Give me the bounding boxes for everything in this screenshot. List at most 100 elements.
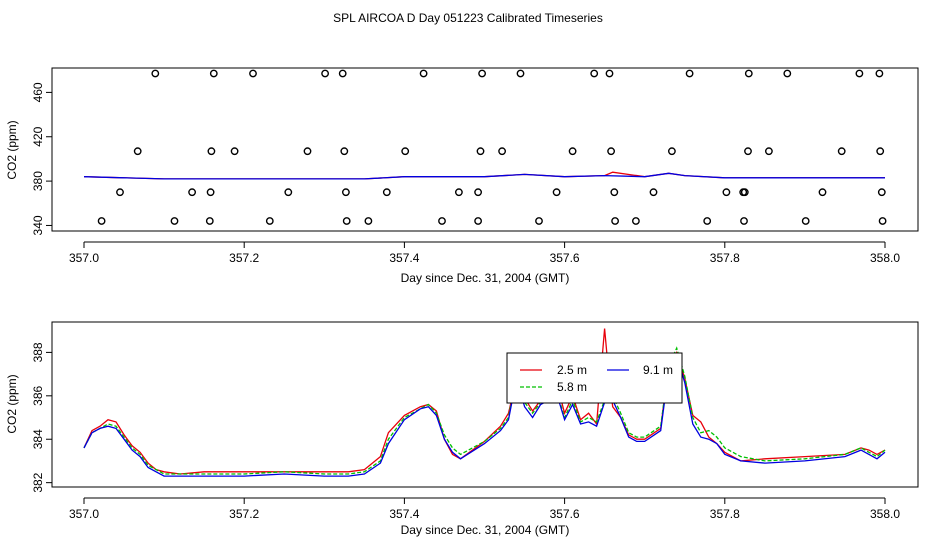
calibration-point xyxy=(877,188,886,197)
calibration-point xyxy=(321,69,329,78)
top-series-lines xyxy=(83,171,885,180)
calibration-point xyxy=(474,217,482,225)
figure-title: SPL AIRCOA D Day 051223 Calibrated Times… xyxy=(333,11,603,25)
calibration-point xyxy=(230,147,239,156)
x-tick-label: 357.0 xyxy=(69,507,99,521)
y-tick-label: 380 xyxy=(31,171,45,191)
calibration-point xyxy=(151,69,160,78)
x-tick-label: 357.8 xyxy=(710,507,740,521)
bottom-x-axis: 357.0 357.2 357.4 357.6 357.8 358.0 xyxy=(69,497,900,521)
calibration-point xyxy=(801,217,810,225)
top-y-axis: 340 380 420 460 xyxy=(31,82,53,235)
bottom-series-lines xyxy=(83,328,886,477)
calibration-point xyxy=(249,69,257,78)
x-tick-label: 357.0 xyxy=(69,251,99,265)
y-tick-label: 340 xyxy=(31,215,45,235)
x-tick-label: 357.8 xyxy=(710,251,740,265)
calibration-point xyxy=(590,69,599,78)
y-tick-label: 386 xyxy=(31,385,45,405)
y-tick-label: 460 xyxy=(31,82,45,102)
calibration-point xyxy=(685,69,694,78)
calibration-point xyxy=(342,217,351,225)
calibration-point xyxy=(516,69,525,78)
x-tick-label: 357.4 xyxy=(389,507,419,521)
x-tick-label: 357.4 xyxy=(389,251,419,265)
calibration-point xyxy=(265,217,274,225)
calibration-point xyxy=(364,217,373,225)
x-tick-label: 357.6 xyxy=(550,251,580,265)
calibration-point xyxy=(419,69,428,78)
top-calibration-points xyxy=(97,69,887,225)
legend-label-5-8m: 5.8 m xyxy=(557,380,587,394)
top-x-axis-label: Day since Dec. 31, 2004 (GMT) xyxy=(401,271,570,285)
calibration-point xyxy=(837,147,846,156)
calibration-point xyxy=(740,188,749,197)
x-tick-label: 358.0 xyxy=(870,251,900,265)
calibration-point xyxy=(382,188,391,197)
calibration-point xyxy=(740,217,748,225)
calibration-point xyxy=(476,147,485,156)
legend: 2.5 m 9.1 m 5.8 m xyxy=(506,352,683,404)
bottom-y-axis-label: CO2 (ppm) xyxy=(5,374,19,433)
series-line-1 xyxy=(83,172,885,180)
calibration-point xyxy=(438,217,446,225)
top-y-axis-label: CO2 (ppm) xyxy=(5,120,19,179)
calibration-point xyxy=(605,69,614,78)
series-line-9-1-m xyxy=(83,352,886,477)
calibration-point xyxy=(855,69,864,78)
x-tick-label: 357.2 xyxy=(229,507,259,521)
calibration-point xyxy=(568,147,577,156)
x-tick-label: 357.6 xyxy=(550,507,580,521)
calibration-point xyxy=(744,69,753,78)
bottom-x-axis-label: Day since Dec. 31, 2004 (GMT) xyxy=(401,523,570,537)
bottom-y-axis: 382 384 386 388 xyxy=(31,342,53,493)
calibration-point xyxy=(341,188,350,197)
calibration-point xyxy=(401,147,410,156)
legend-box xyxy=(506,352,683,404)
calibration-point xyxy=(668,147,676,156)
calibration-point xyxy=(722,188,731,197)
y-tick-label: 384 xyxy=(31,429,45,449)
calibration-point xyxy=(188,188,197,197)
calibration-point xyxy=(205,217,214,225)
calibration-point xyxy=(744,147,752,156)
top-plot-frame xyxy=(51,67,919,232)
calibration-point xyxy=(340,147,349,156)
calibration-point xyxy=(284,188,293,197)
calibration-point xyxy=(116,188,124,197)
calibration-point xyxy=(876,147,885,156)
x-tick-label: 357.2 xyxy=(229,251,259,265)
calibration-point xyxy=(649,188,658,197)
calibration-point xyxy=(875,69,884,78)
calibration-point xyxy=(607,147,615,156)
calibration-point xyxy=(207,147,216,156)
calibration-point xyxy=(552,188,561,197)
top-x-axis: 357.0 357.2 357.4 357.6 357.8 358.0 xyxy=(69,241,900,265)
calibration-point xyxy=(703,217,712,225)
series-line-5-8-m xyxy=(83,346,886,475)
y-tick-label: 382 xyxy=(31,472,45,492)
calibration-point xyxy=(610,188,619,197)
calibration-point xyxy=(632,217,640,225)
calibration-point xyxy=(338,69,347,78)
calibration-point xyxy=(133,147,142,156)
legend-label-2-5m: 2.5 m xyxy=(557,363,587,377)
calibration-point xyxy=(454,188,463,197)
calibration-point xyxy=(765,147,773,156)
calibration-point xyxy=(206,188,215,197)
y-tick-label: 420 xyxy=(31,126,45,146)
bottom-panel: 357.0 357.2 357.4 357.6 357.8 358.0 382 384 386… xyxy=(5,321,919,537)
calibration-point xyxy=(818,188,827,197)
calibration-point xyxy=(474,188,482,197)
calibration-point xyxy=(97,217,106,225)
legend-label-9-1m: 9.1 m xyxy=(643,363,673,377)
calibration-point xyxy=(303,147,312,156)
calibration-point xyxy=(209,69,218,78)
calibration-point xyxy=(611,217,619,225)
y-tick-label: 388 xyxy=(31,342,45,362)
calibration-point xyxy=(535,217,543,225)
calibration-point xyxy=(878,217,887,225)
calibration-point xyxy=(478,69,486,78)
calibration-point xyxy=(783,69,792,78)
